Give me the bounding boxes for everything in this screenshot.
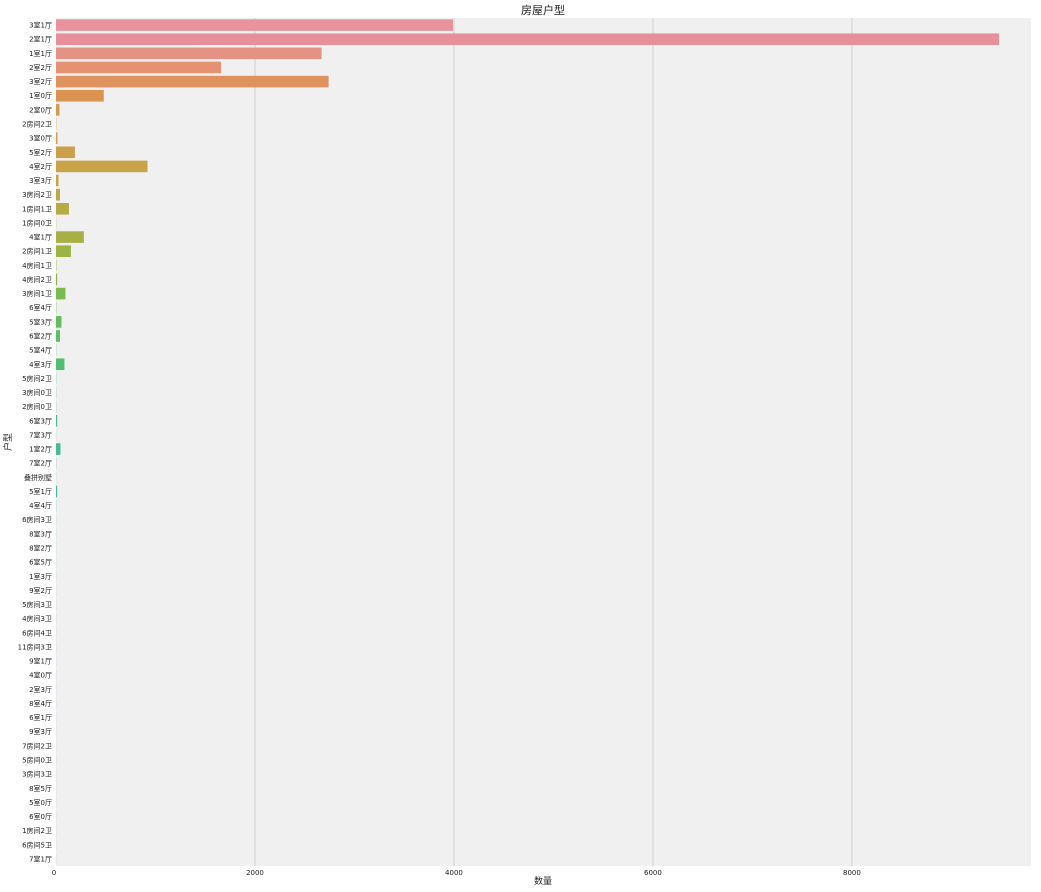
bar-25 <box>56 358 65 371</box>
y-tick-label: 4室3厅 <box>29 360 52 369</box>
bar-13 <box>56 188 60 201</box>
bar-6 <box>56 89 104 102</box>
y-tick-label: 3室2厅 <box>29 77 52 86</box>
bar-9 <box>56 132 58 144</box>
y-tick-label: 7房间2卫 <box>22 741 52 750</box>
y-tick-label: 1房间2卫 <box>22 826 52 835</box>
plot-background <box>56 18 1031 866</box>
y-tick-label: 3室1厅 <box>29 21 52 30</box>
y-tick-label: 9室1厅 <box>29 657 52 666</box>
y-tick-label: 6室5厅 <box>29 558 52 567</box>
y-tick-label: 6室1厅 <box>29 713 52 722</box>
x-tick-label: 6000 <box>644 869 662 877</box>
bar-20 <box>56 287 66 300</box>
bar-4 <box>56 61 222 74</box>
y-tick-label: 9室2厅 <box>29 586 52 595</box>
y-tick-label: 4室0厅 <box>29 671 52 680</box>
x-tick-label: 0 <box>52 869 56 877</box>
x-tick-labels: 0 2000 4000 6000 8000 <box>52 869 861 877</box>
y-tick-label: 3室0厅 <box>29 134 52 143</box>
y-tick-label: 4室4厅 <box>29 501 52 510</box>
y-tick-label: 4房间1卫 <box>22 261 52 270</box>
y-tick-label: 4房间2卫 <box>22 275 52 284</box>
x-tick-label: 2000 <box>246 869 264 877</box>
y-tick-label: 1房间1卫 <box>22 204 52 213</box>
y-tick-label: 6室2厅 <box>29 332 52 341</box>
y-tick-labels: 3室1厅 2室1厅 1室1厅 2室2厅 3室2厅 1室0厅 2室0厅 2房间2卫 3室0厅 5室2… <box>18 21 52 864</box>
bar-3 <box>56 47 322 60</box>
bar-5 <box>56 75 329 88</box>
bar-17 <box>56 245 71 257</box>
y-tick-label: 3房间0卫 <box>22 388 52 397</box>
y-axis-title: 户型 <box>2 433 14 451</box>
y-tick-label: 1室0厅 <box>29 91 52 100</box>
y-tick-label: 8室4厅 <box>29 699 52 708</box>
y-tick-label: 6房间4卫 <box>22 628 52 637</box>
y-tick-label: 11房间3卫 <box>18 642 52 651</box>
y-tick-label: 8室3厅 <box>29 529 52 538</box>
bar-31 <box>56 443 61 455</box>
bar-19 <box>56 273 58 286</box>
y-tick-label: 2室2厅 <box>29 63 52 72</box>
y-tick-label: 5房间0卫 <box>22 756 52 765</box>
y-tick-label: 6房间5卫 <box>22 840 52 849</box>
y-tick-label: 7室3厅 <box>29 430 52 439</box>
y-tick-label: 叠拼别墅 <box>24 473 52 482</box>
y-tick-label: 6室3厅 <box>29 416 52 425</box>
bar-12 <box>56 174 59 187</box>
y-tick-label: 2室3厅 <box>29 685 52 694</box>
y-tick-label: 5房间3卫 <box>22 600 52 609</box>
bar-11 <box>56 160 148 173</box>
y-tick-label: 4室1厅 <box>29 233 52 242</box>
y-tick-label: 7室1厅 <box>29 854 52 863</box>
y-tick-label: 9室3厅 <box>29 727 52 736</box>
y-tick-label: 2室1厅 <box>29 35 52 44</box>
y-tick-label: 1室3厅 <box>29 572 52 581</box>
bar-7 <box>56 104 60 116</box>
y-tick-label: 1室1厅 <box>29 49 52 58</box>
y-tick-label: 5房间2卫 <box>22 374 52 383</box>
y-tick-label: 5室1厅 <box>29 487 52 496</box>
y-tick-label: 5室3厅 <box>29 317 52 326</box>
bars <box>56 19 1000 865</box>
bar-22 <box>56 316 62 328</box>
bar-34 <box>56 485 58 498</box>
bar-23 <box>56 330 60 342</box>
y-tick-label: 5室0厅 <box>29 798 52 807</box>
y-tick-label: 5室4厅 <box>29 346 52 355</box>
bar-14 <box>56 203 69 215</box>
y-tick-label: 3房间3卫 <box>22 770 52 779</box>
y-tick-label: 4房间3卫 <box>22 614 52 623</box>
bar-16 <box>56 231 84 243</box>
y-tick-label: 6房间3卫 <box>22 515 52 524</box>
y-tick-label: 6室0厅 <box>29 812 52 821</box>
y-tick-label: 3房间2卫 <box>22 190 52 199</box>
y-tick-label: 1房间0卫 <box>22 218 52 227</box>
bar-2 <box>56 33 1000 45</box>
y-tick-label: 5室2厅 <box>29 148 52 157</box>
y-tick-label: 3室3厅 <box>29 176 52 185</box>
y-tick-label: 4室2厅 <box>29 162 52 171</box>
y-tick-label: 6室4厅 <box>29 303 52 312</box>
y-tick-label: 2房间1卫 <box>22 247 52 256</box>
y-tick-label: 1室2厅 <box>29 445 52 454</box>
bar-29 <box>56 415 58 427</box>
y-tick-label: 7室2厅 <box>29 459 52 468</box>
chart-title: 房屋户型 <box>521 3 565 17</box>
y-tick-label: 2房间2卫 <box>22 120 52 129</box>
y-tick-label: 2室0厅 <box>29 105 52 114</box>
bar-1 <box>56 19 453 31</box>
x-tick-label: 4000 <box>445 869 463 877</box>
x-tick-label: 8000 <box>843 869 861 877</box>
x-axis-title: 数量 <box>534 875 552 887</box>
grid-lines <box>254 18 853 866</box>
y-tick-label: 3房间1卫 <box>22 289 52 298</box>
y-tick-label: 8室2厅 <box>29 544 52 553</box>
bar-10 <box>56 146 75 159</box>
y-tick-label: 8室5厅 <box>29 784 52 793</box>
y-tick-label: 2房间0卫 <box>22 402 52 411</box>
